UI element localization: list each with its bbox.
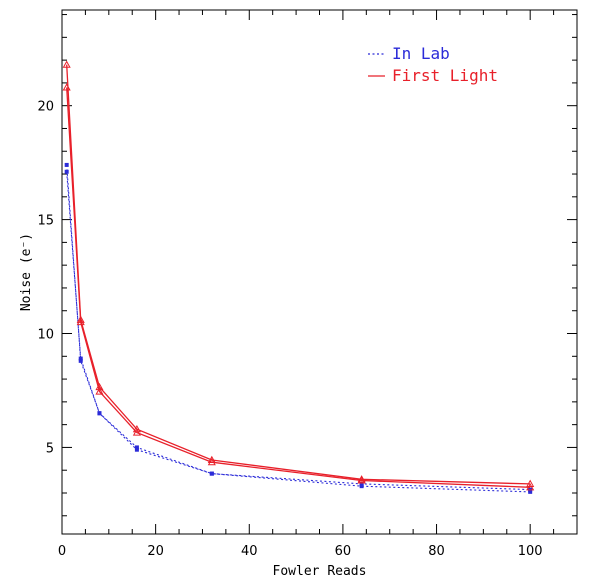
data-point <box>64 169 69 174</box>
data-point <box>78 358 83 363</box>
data-point <box>97 411 102 416</box>
series-lines <box>62 60 535 494</box>
data-point <box>526 479 535 487</box>
y-axis: 5 10 15 20 <box>37 14 577 517</box>
data-point <box>132 428 141 436</box>
y-tick-label: 20 <box>37 100 54 115</box>
data-point <box>64 162 69 167</box>
legend-label-in-lab: In Lab <box>392 44 450 63</box>
series-line-0-0 <box>66 164 531 491</box>
plot-frame <box>61 9 578 535</box>
series-line-1-1 <box>66 87 531 488</box>
data-point <box>134 447 139 452</box>
x-tick-label: 0 <box>58 544 66 559</box>
data-point <box>528 489 533 494</box>
legend-label-first-light: First Light <box>392 66 498 85</box>
y-tick-label: 5 <box>46 441 54 456</box>
x-tick-label: 20 <box>147 544 164 559</box>
data-point <box>209 471 214 476</box>
plot-area <box>61 9 578 535</box>
y-axis-label: Noise (e⁻) <box>19 233 34 311</box>
y-tick-label: 15 <box>37 214 54 229</box>
x-axis-label: Fowler Reads <box>273 564 367 579</box>
legend: In Lab First Light <box>368 44 498 85</box>
data-point <box>62 83 71 91</box>
data-point <box>357 476 366 484</box>
data-point <box>359 484 364 489</box>
data-point <box>62 60 71 68</box>
x-tick-label: 40 <box>241 544 258 559</box>
data-point <box>134 445 139 450</box>
x-tick-label: 80 <box>428 544 445 559</box>
data-point <box>526 483 535 491</box>
data-point <box>78 356 83 361</box>
data-point <box>207 458 216 466</box>
x-tick-label: 60 <box>335 544 352 559</box>
data-point <box>76 317 85 326</box>
data-point <box>357 475 366 483</box>
series-line-0-1 <box>66 171 531 493</box>
data-point <box>359 481 364 486</box>
series-line-1-0 <box>66 64 531 485</box>
x-tick-label: 100 <box>518 544 543 559</box>
y-tick-label: 10 <box>37 328 54 343</box>
data-point <box>95 387 104 395</box>
x-axis: 0 20 40 60 80 100 <box>58 10 578 559</box>
